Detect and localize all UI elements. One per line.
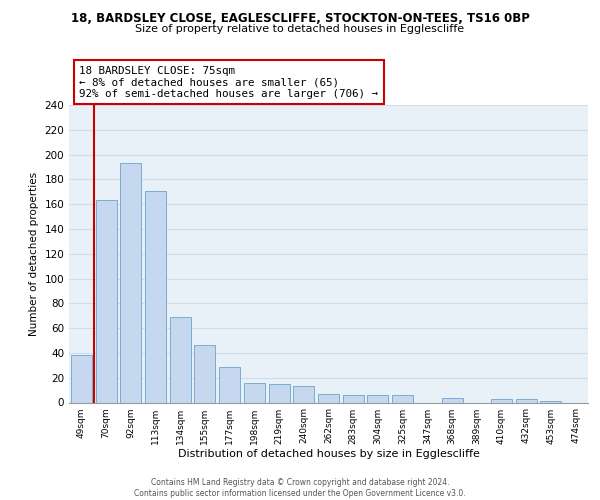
Y-axis label: Number of detached properties: Number of detached properties [29,172,39,336]
Text: 18, BARDSLEY CLOSE, EAGLESCLIFFE, STOCKTON-ON-TEES, TS16 0BP: 18, BARDSLEY CLOSE, EAGLESCLIFFE, STOCKT… [71,12,529,26]
Bar [95,200,116,402]
Text: Contains HM Land Registry data © Crown copyright and database right 2024.
Contai: Contains HM Land Registry data © Crown c… [134,478,466,498]
Bar [491,399,512,402]
Bar [293,386,314,402]
Bar [194,346,215,403]
Bar [269,384,290,402]
Bar [219,366,240,402]
Bar [244,382,265,402]
Bar [392,395,413,402]
Bar [71,356,92,403]
Bar [343,395,364,402]
Bar [170,317,191,402]
Bar [516,399,537,402]
Bar [442,398,463,402]
Text: Size of property relative to detached houses in Egglescliffe: Size of property relative to detached ho… [136,24,464,34]
Text: 18 BARDSLEY CLOSE: 75sqm
← 8% of detached houses are smaller (65)
92% of semi-de: 18 BARDSLEY CLOSE: 75sqm ← 8% of detache… [79,66,379,99]
Bar [145,190,166,402]
Bar [367,395,388,402]
Bar [318,394,339,402]
Bar [120,164,141,402]
X-axis label: Distribution of detached houses by size in Egglescliffe: Distribution of detached houses by size … [178,450,479,460]
